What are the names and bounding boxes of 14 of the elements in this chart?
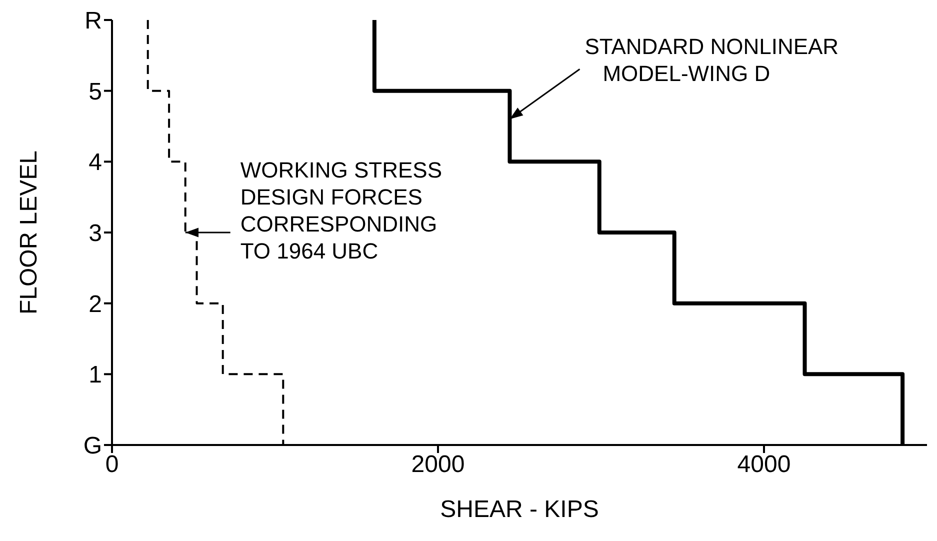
- x-tick-label: 4000: [737, 451, 791, 478]
- y-tick-label: 5: [88, 78, 102, 106]
- y-tick-label: G: [83, 432, 102, 460]
- x-tick-label: 0: [105, 451, 119, 478]
- annotation: STANDARD NONLINEAR MODEL-WING D: [584, 34, 839, 86]
- y-tick-label: 3: [88, 220, 102, 248]
- annotation: WORKING STRESS DESIGN FORCES CORRESPONDING TO 1964 UBC: [240, 158, 442, 264]
- x-tick-label: 2000: [411, 451, 465, 478]
- y-tick-label: 1: [88, 362, 102, 389]
- y-axis-title: FLOOR LEVEL: [16, 150, 43, 315]
- y-tick-label: 4: [88, 149, 102, 176]
- x-axis-title: SHEAR - KIPS: [440, 496, 599, 523]
- y-tick-label: R: [84, 8, 102, 35]
- y-tick-label: 2: [88, 290, 102, 318]
